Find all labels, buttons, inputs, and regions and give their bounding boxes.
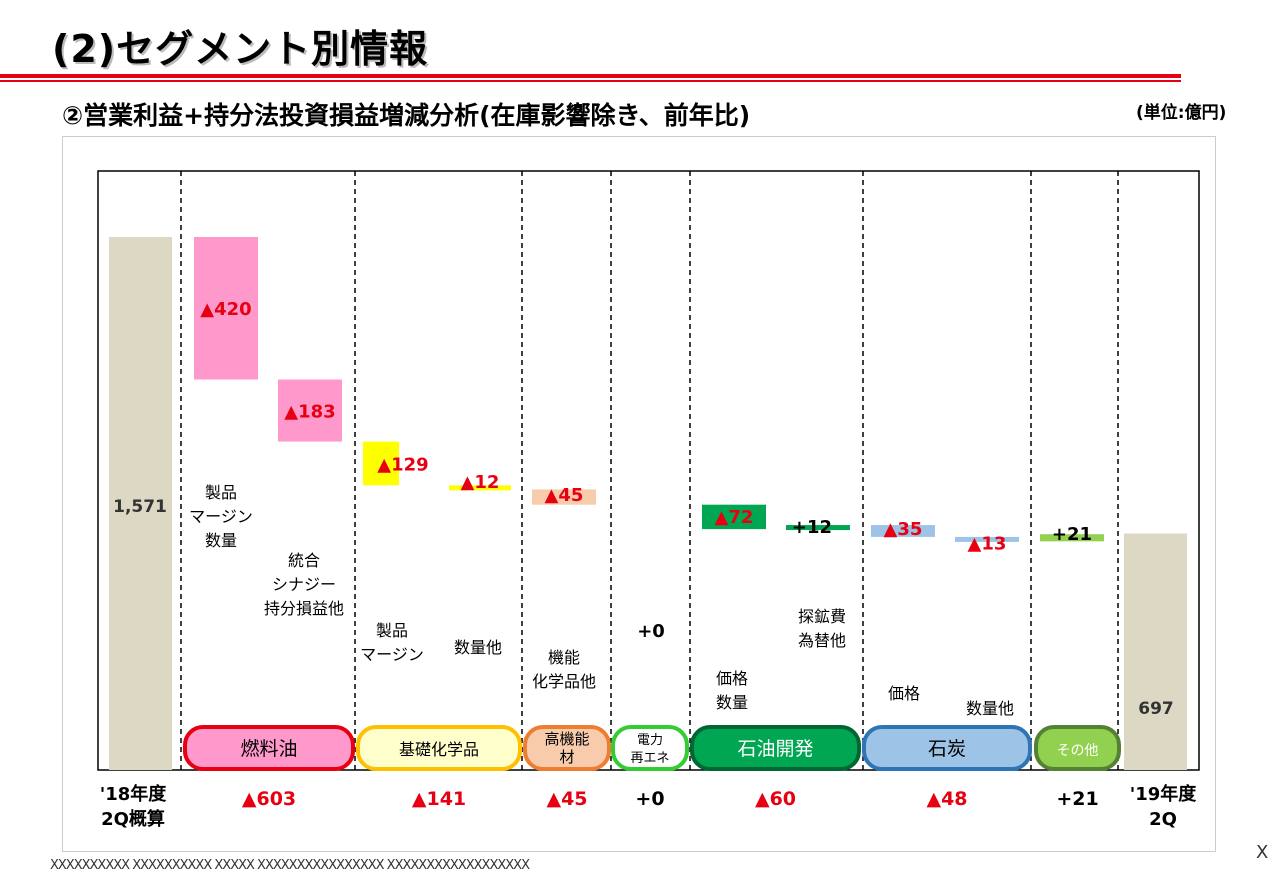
bar-coal-price <box>871 525 935 537</box>
segment-pill-0 <box>183 725 355 771</box>
segment-pill-3 <box>611 725 689 771</box>
plot-area <box>97 170 1200 771</box>
axis-label-start-1: '18年度 <box>100 783 168 805</box>
segment-total-1: ▲141 <box>412 788 466 810</box>
segment-total-5: ▲48 <box>926 788 967 810</box>
bar-desc-func-chem-1: 化学品他 <box>532 672 596 691</box>
axis-label-start-2: 2Q概算 <box>101 808 165 830</box>
bar-fuel-synergy <box>278 379 342 442</box>
segment-pill-6 <box>1034 725 1121 771</box>
bar-desc-fuel-synergy-1: シナジー <box>272 575 336 594</box>
segment-name-2-0: 高機能 <box>544 730 589 748</box>
axis-label-end-1: '19年度 <box>1130 783 1198 805</box>
axis-label-end-2: 2Q <box>1149 809 1177 830</box>
segment-name-2-1: 材 <box>559 748 574 766</box>
bar-desc-fuel-margin-0: 製品 <box>205 483 237 502</box>
bar-desc-coal-price-0: 価格 <box>888 684 920 703</box>
bar-label-petro-price: ▲72 <box>715 507 754 528</box>
bar-start-value: 1,571 <box>113 497 167 517</box>
bar-desc-coal-volume-0: 数量他 <box>966 699 1014 718</box>
unit-label: (単位:億円) <box>1136 103 1227 123</box>
bar-label-chem-volume: ▲12 <box>461 472 500 493</box>
bar-desc-chem-margin-1: マージン <box>360 645 424 664</box>
segment-name-3-1: 再エネ <box>630 751 669 766</box>
bar-desc-fuel-synergy-0: 統合 <box>288 551 320 570</box>
bar-petro-price <box>702 504 766 530</box>
bar-label-fuel-margin: ▲420 <box>200 299 251 320</box>
bar-label-other: +21 <box>1052 524 1092 545</box>
segment-total-0: ▲603 <box>242 788 296 810</box>
segment-name-1: 基礎化学品 <box>399 740 479 759</box>
bar-end-value: 697 <box>1138 699 1174 719</box>
segment-name-4: 石油開発 <box>737 738 813 760</box>
title-rule-thin <box>0 80 1181 82</box>
segment-name-5: 石炭 <box>928 738 966 760</box>
bar-desc-petro-explore-0: 探鉱費 <box>798 607 846 626</box>
segment-name-6: その他 <box>1057 743 1099 759</box>
bar-label-petro-explore: +12 <box>792 517 832 538</box>
bar-desc-petro-explore-1: 為替他 <box>798 631 846 650</box>
page-title: (2)セグメント別情報 <box>52 27 429 71</box>
bar-desc-func-chem-0: 機能 <box>548 648 580 667</box>
bar-desc-petro-price-1: 数量 <box>716 693 748 712</box>
bar-label-fuel-synergy: ▲183 <box>284 402 335 423</box>
title-rule-thick <box>0 74 1181 78</box>
bar-desc-chem-volume-0: 数量他 <box>454 638 502 657</box>
bar-petro-explore <box>786 525 850 531</box>
segment-name-3-0: 電力 <box>637 733 663 748</box>
segment-pill-2 <box>523 725 611 771</box>
segment-total-6: +21 <box>1056 788 1098 810</box>
bar-desc-fuel-synergy-2: 持分損益他 <box>264 599 344 618</box>
bar-chem-volume <box>449 485 511 491</box>
segment-total-2: ▲45 <box>546 788 587 810</box>
bar-label-coal-volume: ▲13 <box>968 533 1007 554</box>
bar-label-chem-margin: ▲129 <box>377 454 428 475</box>
bar-chem-margin <box>363 441 399 486</box>
bar-label-power: +0 <box>637 621 665 642</box>
bar-desc-fuel-margin-1: マージン <box>189 507 253 526</box>
segment-total-3: +0 <box>635 788 664 810</box>
bar-end <box>1124 533 1187 770</box>
segment-pill-4 <box>690 725 861 771</box>
bar-desc-fuel-margin-2: 数量 <box>205 531 237 550</box>
bar-func-chem <box>532 489 596 505</box>
segment-name-0: 燃料油 <box>240 738 297 760</box>
chart-frame <box>62 136 1216 852</box>
bar-label-coal-price: ▲35 <box>884 519 923 540</box>
bar-coal-volume <box>955 536 1019 542</box>
segment-total-4: ▲60 <box>755 788 796 810</box>
bar-desc-chem-margin-0: 製品 <box>376 621 408 640</box>
bar-fuel-margin <box>194 237 258 380</box>
page-mark: X <box>1256 842 1269 863</box>
segment-pill-1 <box>356 725 522 771</box>
footer-note: XXXXXXXXXX XXXXXXXXXX XXXXX XXXXXXXXXXXX… <box>50 858 530 873</box>
bar-other <box>1040 534 1104 542</box>
bar-label-func-chem: ▲45 <box>545 485 584 506</box>
bar-start <box>109 237 172 770</box>
chart-subtitle: ②営業利益+持分法投資損益増減分析(在庫影響除き、前年比) <box>62 101 751 130</box>
bar-desc-petro-price-0: 価格 <box>716 669 748 688</box>
segment-pill-5 <box>862 725 1032 771</box>
